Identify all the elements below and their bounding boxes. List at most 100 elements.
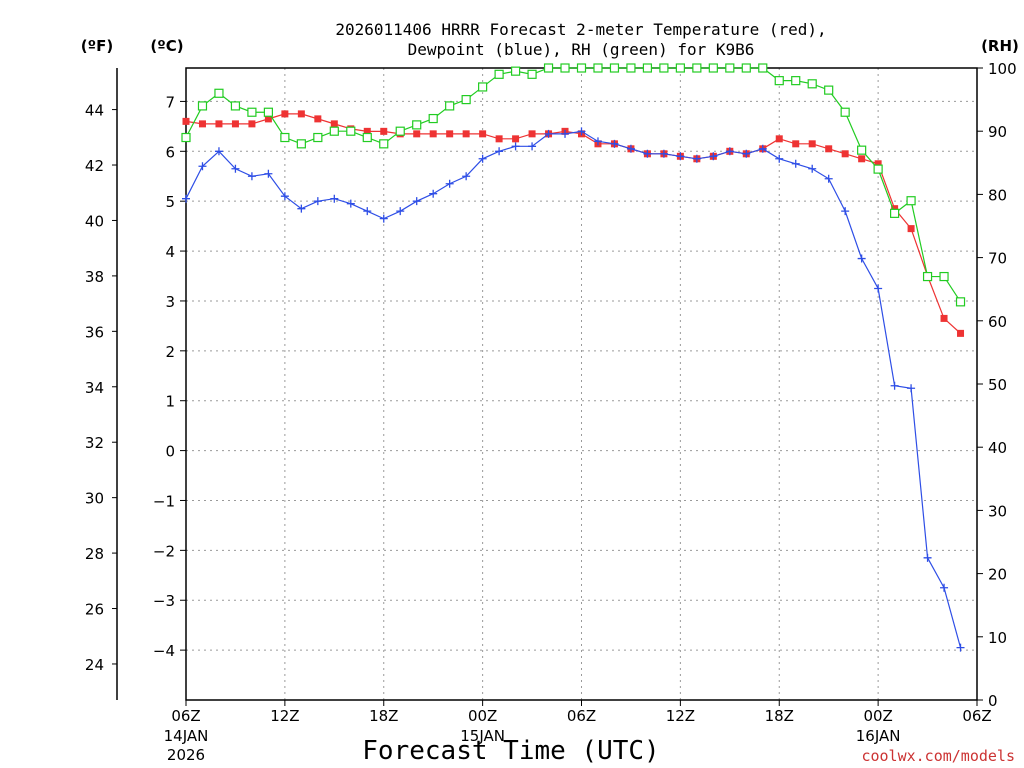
temperature-point [429,130,437,138]
x-tick-label: 06Z [962,707,991,725]
dewpoint-point [528,142,537,151]
rh-tick-label: 60 [988,313,1007,331]
rh-point [642,63,653,73]
dewpoint-point [692,154,701,163]
rh-point [263,107,273,117]
temperature-point [858,155,866,163]
rh-point [692,63,702,73]
rh-point [922,271,933,282]
temperature-point [528,130,536,138]
dewpoint-point [264,169,273,178]
dewpoint-point [462,172,471,181]
fahrenheit-tick-label: 40 [85,212,104,230]
rh-point [593,63,603,73]
rh-point [857,145,867,155]
temperature-point [792,140,800,148]
temperature-point [297,110,305,118]
fahrenheit-axis-unit: (ºF) [81,37,113,55]
dewpoint-point [313,197,322,206]
temperature-point [413,130,421,138]
temperature-point [215,120,223,128]
rh-axis-unit: (RH) [981,37,1019,55]
fahrenheit-tick-label: 26 [85,601,104,619]
rh-point [758,63,768,73]
dewpoint-point [396,207,405,216]
celsius-tick-label: 0 [165,443,175,461]
temperature-point [231,120,239,128]
x-tick-label: 06Z [567,707,596,725]
x-tick-label: 12Z [666,707,695,725]
rh-tick-label: 40 [988,439,1007,457]
temperature-point [264,115,272,123]
temperature-point [512,135,520,143]
temperature-point [907,225,915,233]
rh-point [214,88,224,98]
temperature-point [198,120,206,128]
rh-tick-label: 30 [988,502,1007,520]
fahrenheit-tick-label: 28 [85,545,104,563]
dewpoint-point [791,159,800,168]
temperature-point [957,329,965,337]
x-tick-label: 12Z [270,707,299,725]
temperature-point [479,130,487,138]
dewpoint-point [445,179,454,188]
rh-point [395,126,405,136]
rh-point [346,126,356,136]
dewpoint-line [185,130,962,648]
dewpoint-point [808,164,817,173]
dewpoint-point [857,254,866,263]
chart-title-line-2: Dewpoint (blue), RH (green) for K9B6 [408,40,755,59]
dewpoint-point [626,144,635,153]
rh-point [379,139,389,149]
rh-point [494,69,504,79]
dewpoint-point [610,139,619,148]
temperature-point [775,135,783,143]
rh-point [791,76,801,86]
fahrenheit-tick-label: 38 [85,268,104,286]
fahrenheit-tick-label: 24 [85,656,104,674]
dewpoint-point [247,172,256,181]
celsius-axis-unit: (ºC) [150,37,183,55]
temperature-point [495,135,503,143]
credit-text: coolwx.com/models [861,747,1015,765]
celsius-tick-label: 1 [165,393,175,411]
x-date-label: 14JAN [164,727,209,745]
dewpoint-point [643,149,652,158]
rh-point [890,208,900,218]
dewpoint-point [363,207,372,216]
x-date-label: 16JAN [856,727,901,745]
rh-point [280,132,290,143]
temperature-point [363,127,371,135]
celsius-tick-label: −3 [153,592,175,610]
rh-point [428,113,438,124]
dewpoint-point [758,144,767,153]
dewpoint-point [775,154,784,163]
rh-point [708,63,718,73]
dewpoint-point [412,197,421,206]
dewpoint-point [742,149,751,158]
temperature-point [940,314,948,322]
dewpoint-point [874,284,883,293]
rh-point [329,126,339,136]
dewpoint-point [593,137,602,146]
dewpoint-point [841,207,850,216]
dewpoint-point [346,199,355,208]
rh-point [412,120,422,130]
x-tick-label: 18Z [765,707,794,725]
fahrenheit-tick-label: 32 [85,434,104,452]
dewpoint-point [280,192,289,201]
celsius-tick-label: −1 [153,492,175,510]
dewpoint-point [890,381,899,390]
rh-point [576,63,587,73]
temperature-point [248,120,256,128]
rh-point [609,63,620,73]
dewpoint-point [182,194,190,203]
rh-point [906,196,916,206]
dewpoint-point [297,204,306,213]
dewpoint-point [659,149,668,158]
x-tick-label: 18Z [369,707,398,725]
rh-point [313,132,323,143]
